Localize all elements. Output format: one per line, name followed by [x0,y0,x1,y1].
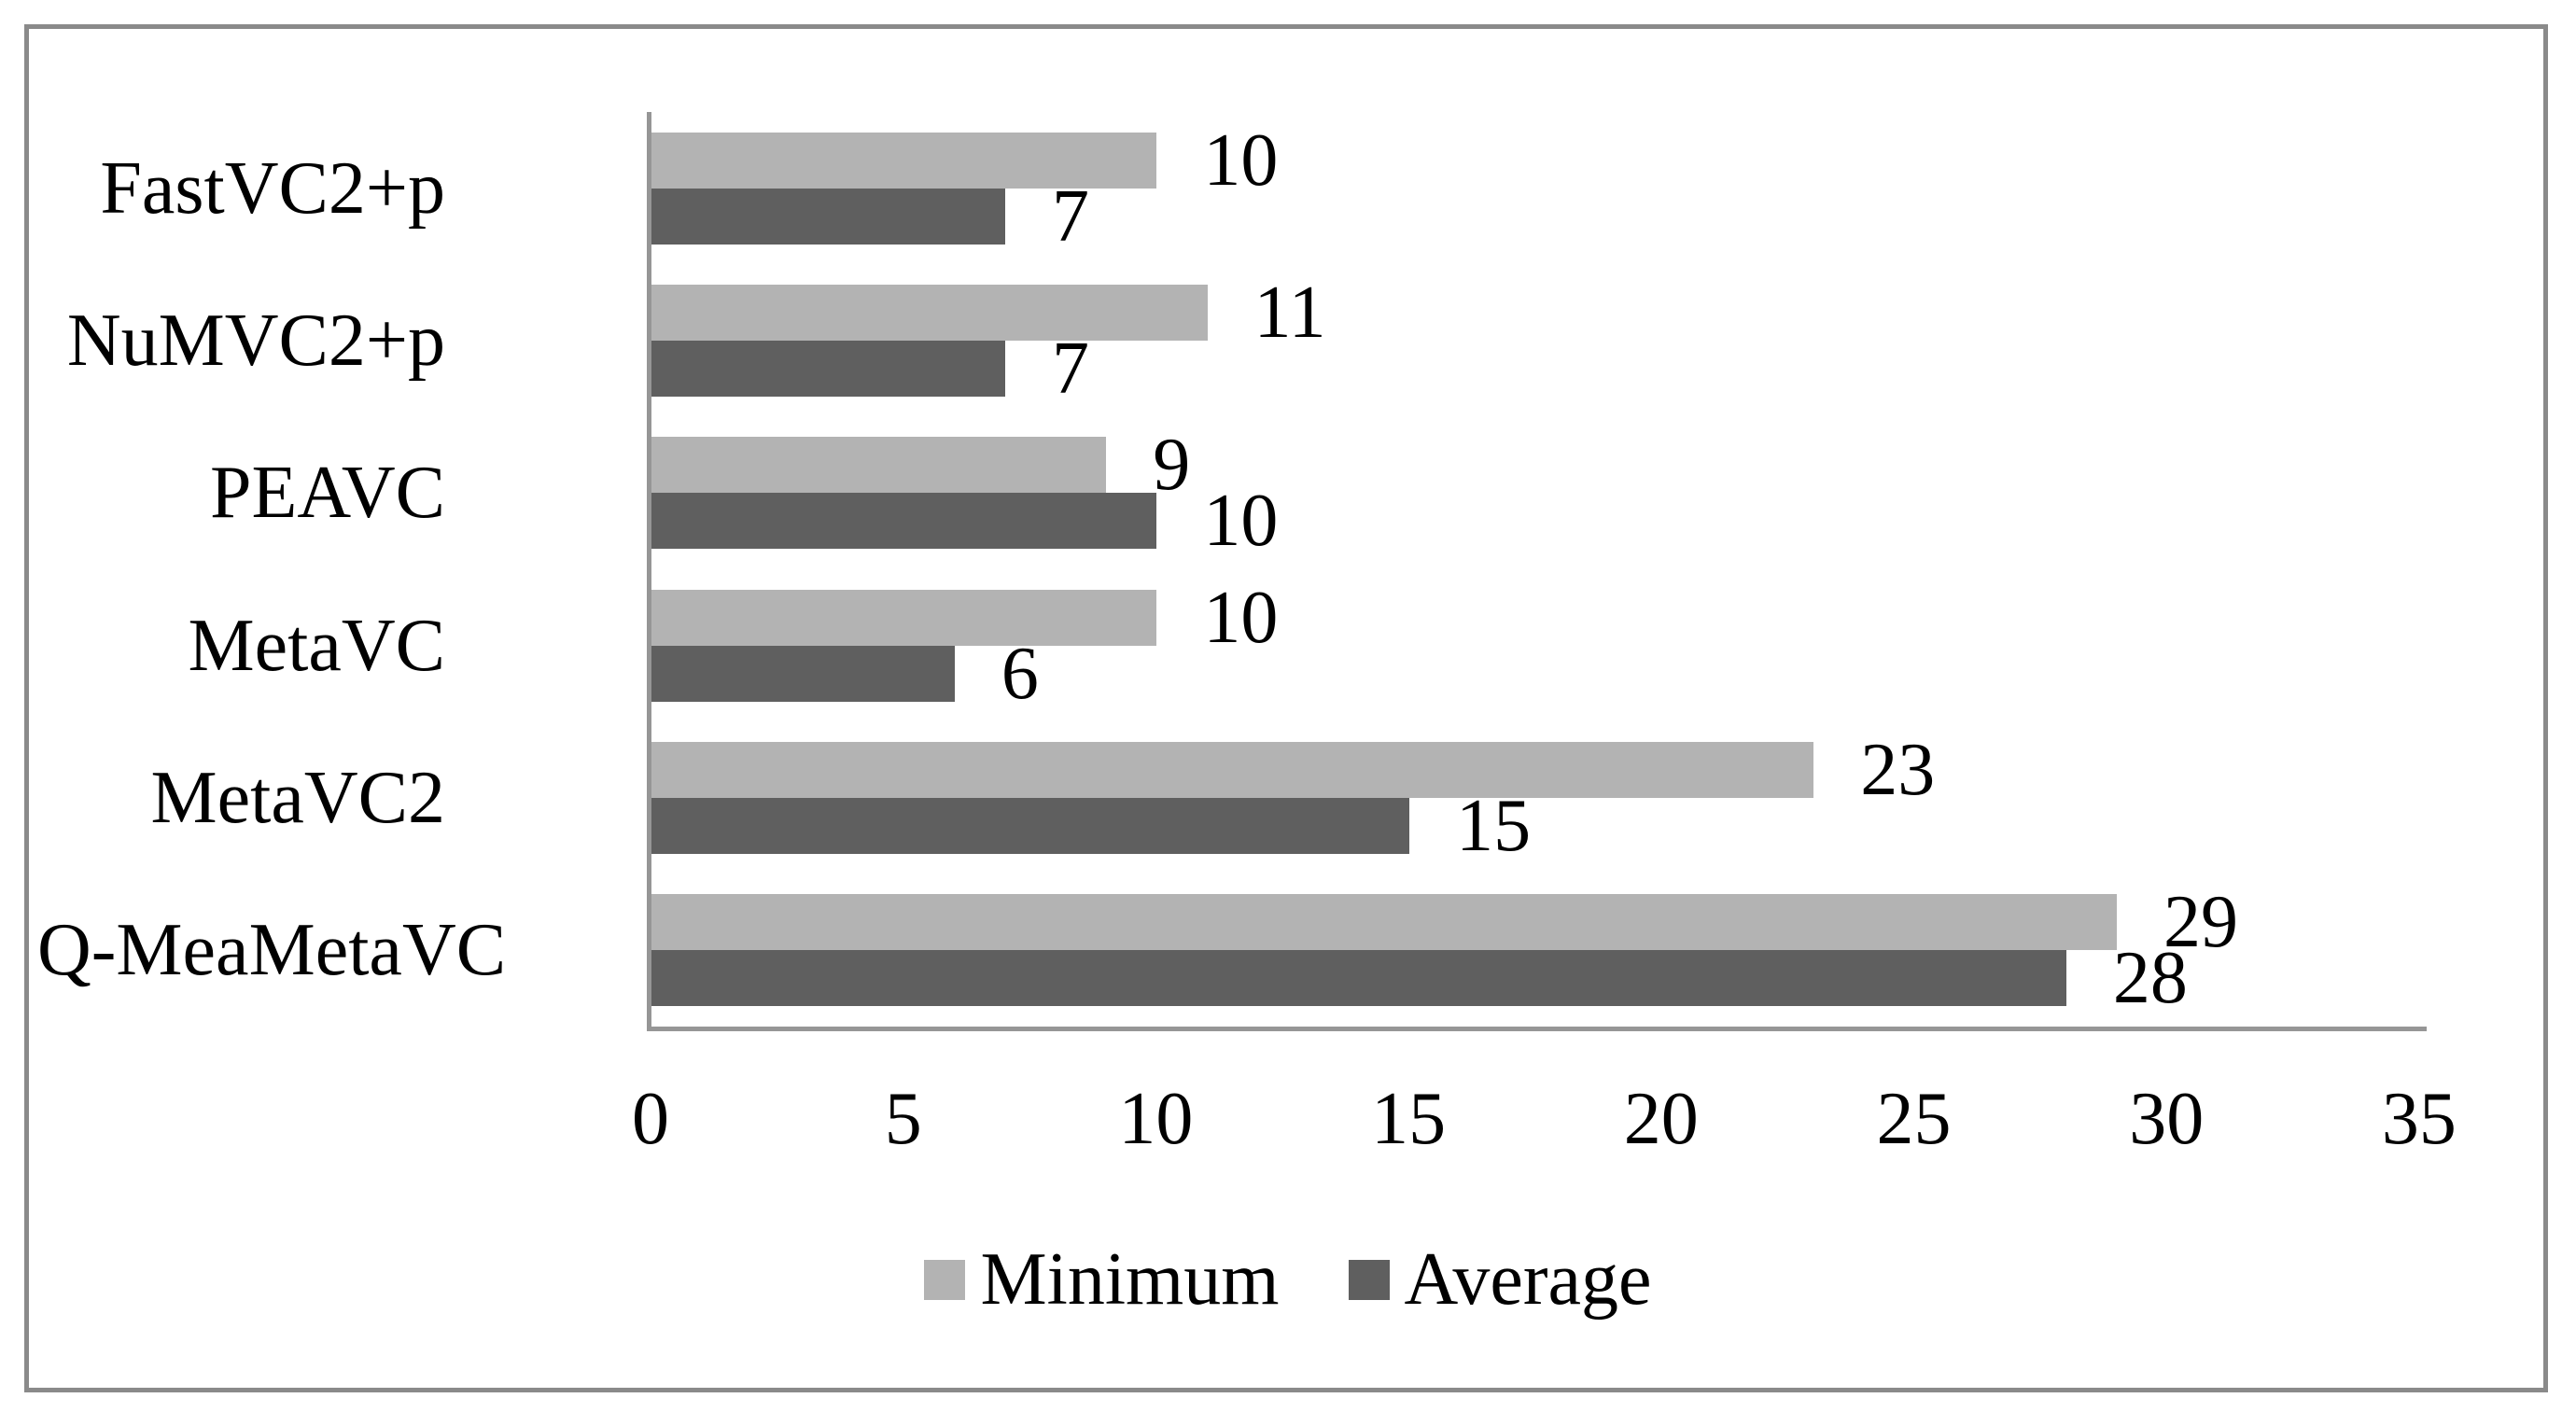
bar-minimum [651,894,2118,951]
x-tick-label: 5 [884,1078,922,1160]
category-label: Q-MeaMetaVC [37,909,507,992]
legend-swatch-average [1348,1259,1390,1300]
legend-label: Average [1404,1238,1652,1321]
bar-value-label: 10 [1203,576,1279,659]
bar-average [651,341,1005,398]
category-label: MetaVC [188,604,445,687]
bar-value-label: 28 [2112,937,2188,1020]
x-axis-line [647,1027,2427,1031]
bar-average [651,493,1157,550]
bar-value-label: 7 [1051,175,1089,258]
bar-minimum [651,285,1208,342]
bar-average [651,950,2066,1007]
bar-value-label: 15 [1456,785,1532,868]
chart-outer-border [24,24,2548,1392]
bar-minimum [651,742,1814,799]
x-tick-label: 10 [1118,1078,1194,1160]
category-label: MetaVC2 [150,756,445,839]
x-tick-label: 20 [1623,1078,1699,1160]
legend-swatch-minimum [924,1259,966,1300]
category-label: NuMVC2+p [66,299,445,382]
y-axis-line [647,112,651,1031]
category-label: PEAVC [210,452,445,535]
legend-label: Minimum [980,1238,1280,1321]
bar-value-label: 10 [1203,480,1279,563]
x-tick-label: 35 [2381,1078,2457,1160]
legend-item-average: Average [1348,1238,1652,1321]
legend-item-minimum: Minimum [924,1238,1280,1321]
bar-value-label: 29 [2163,881,2239,964]
bar-value-label: 9 [1153,424,1191,507]
bar-minimum [651,132,1157,189]
bar-minimum [651,589,1157,646]
x-tick-label: 15 [1371,1078,1447,1160]
x-tick-label: 0 [632,1078,669,1160]
bar-average [651,645,955,702]
category-label: FastVC2+p [100,147,445,230]
x-tick-label: 30 [2129,1078,2205,1160]
chart-legend: Minimum Average [0,1242,2576,1317]
x-tick-label: 25 [1876,1078,1952,1160]
bar-value-label: 23 [1860,729,1936,812]
bar-value-label: 7 [1051,328,1089,411]
bar-minimum [651,437,1107,494]
bar-value-label: 6 [1001,632,1039,715]
bar-average [651,188,1005,245]
bar-value-label: 10 [1203,119,1279,202]
bar-value-label: 11 [1253,272,1326,355]
bar-average [651,798,1410,855]
